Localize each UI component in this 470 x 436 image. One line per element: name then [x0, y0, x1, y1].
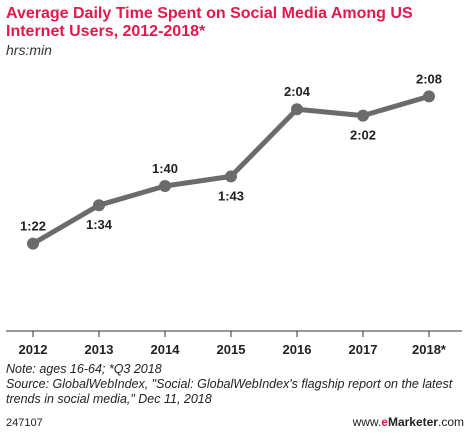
chart-title: Average Daily Time Spent on Social Media… — [6, 5, 413, 40]
data-label: 2:02 — [350, 128, 376, 143]
data-point — [423, 90, 435, 103]
data-point — [291, 103, 303, 116]
chart-source: Source: GlobalWebIndex, "Social: GlobalW… — [6, 377, 453, 406]
data-label: 2:04 — [284, 84, 311, 99]
brand-accent: e — [381, 415, 388, 429]
x-tick-label: 2015 — [217, 342, 246, 357]
data-point — [159, 180, 171, 192]
brand-prefix: www. — [352, 415, 382, 429]
chart-subtitle: hrs:min — [6, 42, 52, 58]
emarketer-logo: www.eMarketer.com — [353, 415, 464, 429]
data-label: 1:43 — [218, 188, 244, 203]
data-point — [93, 199, 105, 212]
data-label: 2:08 — [416, 71, 442, 86]
x-tick-label: 2012 — [19, 342, 48, 357]
data-point — [27, 237, 39, 250]
x-tick-label: 2014 — [151, 342, 181, 357]
x-tick-label: 2016 — [283, 342, 312, 357]
data-point — [357, 109, 369, 122]
x-tick-label: 2017 — [349, 342, 378, 357]
data-label: 1:34 — [86, 217, 113, 232]
x-tick-label: 2018* — [412, 342, 447, 357]
data-label: 1:40 — [152, 161, 178, 176]
chart-note: Note: ages 16-64; *Q3 2018 — [6, 362, 162, 376]
data-label: 1:22 — [20, 219, 46, 234]
data-point — [225, 170, 237, 183]
x-tick-label: 2013 — [85, 342, 114, 357]
brand-suffix: .com — [437, 415, 464, 429]
brand-name: Marketer — [387, 415, 438, 429]
chart-id: 247107 — [6, 417, 43, 429]
